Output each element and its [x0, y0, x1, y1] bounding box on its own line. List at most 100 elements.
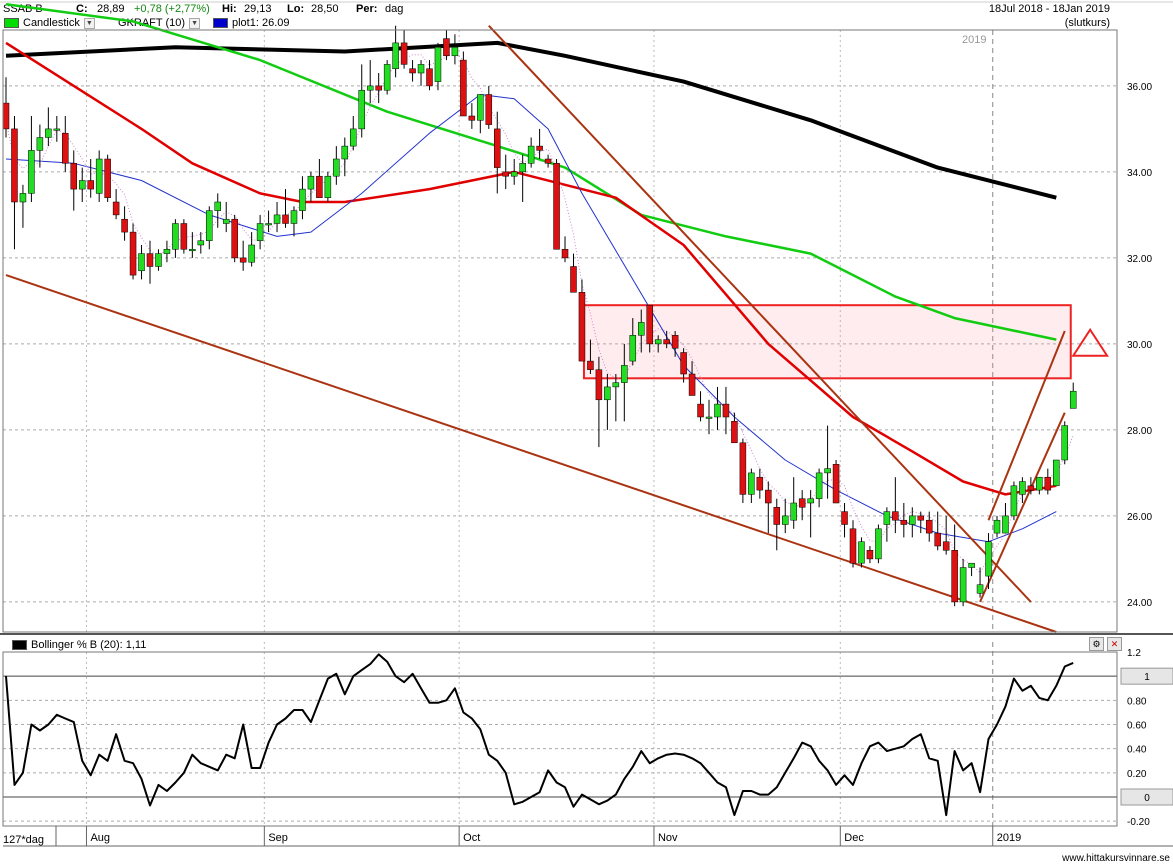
warning-triangle-icon: [1071, 327, 1109, 357]
price-tick-label: 26.00: [1127, 512, 1152, 523]
footer-url[interactable]: www.hittakursvinnare.se: [1062, 853, 1170, 864]
candle-body: [197, 240, 205, 246]
candle-body: [993, 519, 1001, 534]
close-icon[interactable]: ✕: [1107, 637, 1122, 651]
candle-body: [19, 193, 27, 203]
candle-body: [832, 464, 840, 504]
candle-body: [180, 223, 188, 250]
candle-body: [866, 550, 874, 560]
candle-body: [646, 304, 653, 345]
candle-body: [206, 210, 213, 241]
candle-body: [688, 373, 696, 396]
month-tick-label: Sep: [268, 832, 288, 844]
bollinger-line: [5, 653, 1074, 817]
indicator-axis: -0.20 0 0.20 0.40 0.60 0.80 1 1.2: [1120, 648, 1173, 828]
chevron-down-icon[interactable]: ▼: [83, 17, 95, 29]
indicator-tick-label: 0.80: [1127, 696, 1147, 707]
change-value: +0,78 (+2,77%): [134, 3, 210, 15]
candle-body: [392, 42, 399, 69]
time-axis: Aug Sep Oct Nov Dec 2019: [3, 826, 1173, 847]
candle-body: [781, 515, 789, 525]
price-tick-label: 28.00: [1127, 426, 1152, 437]
candle-body: [1044, 476, 1052, 491]
candle-body: [400, 42, 408, 65]
candle-body: [824, 468, 831, 474]
month-tick-label: Aug: [90, 832, 110, 844]
candle-body: [502, 171, 509, 177]
moving-average-line: [5, 40, 1057, 200]
price-panel-border: [2, 29, 1118, 633]
legend-gkraft-label: GKRAFT (10): [118, 17, 186, 29]
candle-body: [231, 218, 238, 259]
indicator-panel-border: [2, 651, 1118, 827]
candle-body: [807, 498, 814, 504]
bollinger-legend[interactable]: Bollinger % B (20): 1,11: [12, 639, 146, 651]
legend-gkraft[interactable]: GKRAFT (10) ▼: [118, 17, 201, 29]
settings-icon[interactable]: ⚙: [1089, 637, 1104, 651]
candle-body: [561, 249, 569, 259]
candle-body: [375, 85, 382, 91]
candle-body: [121, 218, 128, 233]
period-value: dag: [385, 3, 404, 15]
month-tick-label: Nov: [658, 832, 678, 844]
candle-body: [1002, 515, 1009, 534]
price-tick-label: 36.00: [1127, 82, 1152, 93]
candle-body: [1061, 425, 1068, 461]
high-label: Hi:: [222, 3, 237, 15]
candle-body: [451, 46, 459, 57]
candle-body: [163, 249, 171, 254]
candle-body: [578, 292, 586, 362]
candle-body: [104, 158, 111, 198]
indicator-grid: [3, 642, 1117, 826]
candle-body: [570, 266, 577, 293]
candle-body: [773, 507, 781, 525]
candle-body: [333, 158, 340, 177]
indicator-tick-label: 0: [1144, 793, 1150, 804]
candle-body: [1019, 481, 1026, 495]
moving-average-line: [5, 41, 1057, 496]
price-grid: [3, 30, 1117, 632]
moving-averages: [5, 2, 1074, 574]
candle-body: [985, 541, 992, 577]
candle-body: [45, 128, 52, 138]
plot1-swatch: [213, 18, 228, 28]
trend-line: [987, 330, 1066, 521]
candle-body: [28, 150, 35, 194]
candle-body: [316, 175, 323, 198]
candle-body: [536, 145, 543, 151]
candle-body: [485, 94, 493, 125]
candlesticks: [2, 25, 1077, 607]
candle-body: [477, 94, 484, 121]
candle-body: [883, 511, 891, 525]
candle-body: [765, 489, 772, 504]
candle-body: [976, 584, 984, 594]
chevron-down-icon[interactable]: ▼: [189, 17, 201, 29]
price-tick-label: 24.00: [1127, 598, 1152, 609]
candle-body: [248, 244, 255, 263]
candle-body: [527, 145, 535, 164]
candle-body: [2, 102, 10, 130]
trend-lines: [5, 25, 1066, 633]
candle-body: [790, 502, 797, 521]
bollinger-label: Bollinger % B (20): 1,11: [31, 639, 147, 651]
candle-body: [70, 163, 78, 190]
candle-body: [925, 519, 933, 534]
price-tick-label: 30.00: [1127, 340, 1152, 351]
legend-plot1[interactable]: plot1: 26.09: [213, 17, 290, 29]
candle-body: [1036, 476, 1043, 491]
low-value: 28,50: [311, 3, 339, 15]
bars-count: 127*dag: [3, 834, 44, 846]
legend-candlestick[interactable]: Candlestick ▼: [4, 17, 95, 29]
candle-body: [875, 528, 882, 560]
indicator-tick-label: 0.60: [1127, 721, 1147, 732]
candle-body: [968, 562, 975, 568]
candle-body: [638, 322, 645, 336]
candle-body: [671, 335, 679, 349]
candle-body: [409, 68, 416, 74]
candle-body: [494, 128, 501, 168]
high-value: 29,13: [244, 3, 272, 15]
candle-body: [214, 201, 221, 211]
candle-body: [748, 472, 755, 495]
candle-body: [587, 360, 594, 370]
